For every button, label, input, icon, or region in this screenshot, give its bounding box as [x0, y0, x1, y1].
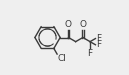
Text: Cl: Cl: [57, 54, 66, 63]
Text: F: F: [96, 40, 101, 49]
Text: O: O: [79, 20, 86, 29]
Text: F: F: [96, 34, 101, 43]
Text: F: F: [87, 49, 93, 58]
Text: O: O: [65, 20, 72, 29]
